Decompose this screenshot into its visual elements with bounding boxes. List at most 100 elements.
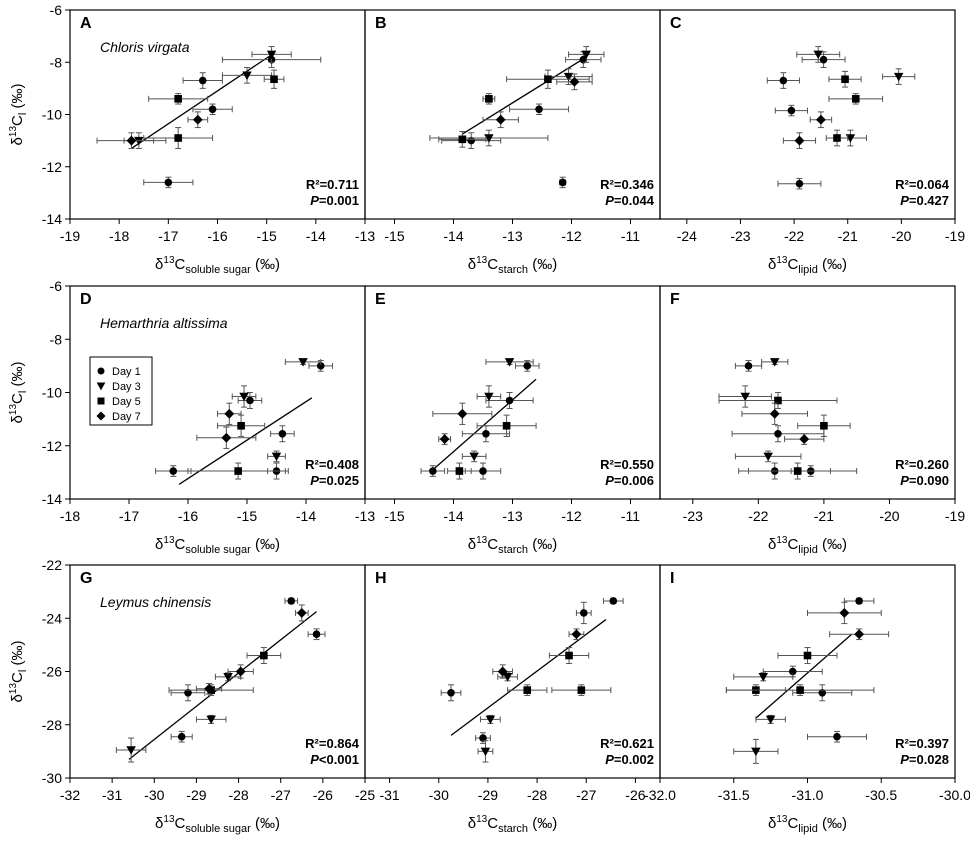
axis-label-c: C [487,256,498,273]
r-squared: R²=0.408 [305,457,359,472]
data-point [809,111,833,129]
marker-day-1 [208,105,217,114]
axis-label-delta: δ [468,256,476,273]
y-tick-label: -6 [50,2,63,18]
marker-day-5 [485,95,493,103]
legend-item: Day 7 [96,411,141,423]
marker-day-5 [523,686,532,694]
data-point [246,647,282,665]
axis-label-delta: δ [155,815,163,832]
axis-label-c: C [9,115,26,126]
data-point [784,433,825,445]
marker-day-3 [242,71,252,81]
legend-item: Day 1 [97,366,141,378]
data-point [251,46,292,63]
x-tick-label: -16 [178,508,198,524]
marker-day-7 [224,408,235,419]
marker-day-1 [467,136,476,145]
x-tick-label: -31 [102,787,122,803]
data-point [507,684,548,696]
axis-label-unit: (‰) [9,641,26,670]
data-point [438,433,452,445]
x-tick-label: -26 [313,787,333,803]
data-point [766,72,800,89]
data-point [725,684,875,696]
marker-day-1 [795,179,804,188]
marker-day-5 [544,75,552,84]
x-tick-label: -15 [237,508,257,524]
marker-day-7 [769,408,780,419]
y-tick-label: -8 [50,331,63,347]
y-tick-label: -28 [42,717,62,733]
data-point [284,597,299,605]
data-point [506,69,590,89]
panel-frame [659,9,956,220]
marker-day-5 [803,651,812,660]
x-tick-label: -20 [891,228,911,244]
data-point [480,714,501,725]
marker-day-5 [851,95,860,103]
marker-day-7 [815,114,826,125]
x-tick-label: -11 [621,228,640,244]
y-axis-label: δ13Cl (‰) [8,641,29,703]
marker-day-5 [796,686,804,694]
marker-day-3 [271,452,282,462]
data-point [476,385,502,408]
panel-A: -19 -18 -17 -16 -15 -14 -13 -14 -12 -10 -8 -6 A Chlor… [8,2,375,276]
marker-day-3 [126,746,136,755]
x-tick-label: -24 [677,228,697,244]
p-number: =0.044 [614,193,655,208]
data-point [217,414,266,437]
panel-letter: B [375,15,387,32]
data-point [825,129,849,147]
marker-day-3 [765,715,776,725]
data-point [263,69,285,89]
y-tick-label: -10 [42,107,62,123]
p-value: P=0.025 [310,473,359,488]
y-axis-label: δ13Cl (‰) [8,362,29,424]
regression-line [450,619,607,736]
data-point [777,647,838,665]
x-tick-label: -31.0 [792,787,824,803]
data-point [734,360,763,372]
p-value: P<0.001 [310,752,359,767]
p-number: <0.001 [319,752,359,767]
axis-label-delta: δ [468,815,476,832]
axis-label-delta: δ [155,536,163,553]
species-label: Leymus chinensis [100,594,211,610]
x-tick-label: -19 [945,228,965,244]
axis-label-delta: δ [768,256,776,273]
marker-day-1 [774,429,782,438]
x-tick-label: -14 [306,228,326,244]
x-tick-label: -13 [502,508,522,524]
y-tick-label: -30 [42,770,62,786]
data-point [96,132,167,149]
x-tick-label: -21 [814,508,834,524]
p-number: =0.090 [909,473,949,488]
x-tick-label: -25 [355,787,375,803]
x-tick-label: -14 [443,508,463,524]
data-point [774,104,808,117]
legend-marker-triangle-down [96,382,106,391]
x-tick-label: -23 [683,508,703,524]
marker-day-1 [482,429,490,438]
data-point [308,360,334,372]
axis-label-unit: (‰) [9,84,26,113]
marker-day-3 [484,392,494,402]
marker-day-1 [744,362,753,370]
r-squared: R²=0.864 [305,736,360,751]
data-point [497,672,518,682]
marker-day-7 [495,114,506,125]
data-point [227,664,254,679]
marker-day-7 [839,607,850,618]
p-symbol: P [605,752,614,767]
data-point [237,392,263,409]
y-tick-label: -14 [42,211,62,227]
y-tick-label: -8 [50,54,63,70]
data-point [187,111,209,129]
marker-day-3 [769,358,780,367]
